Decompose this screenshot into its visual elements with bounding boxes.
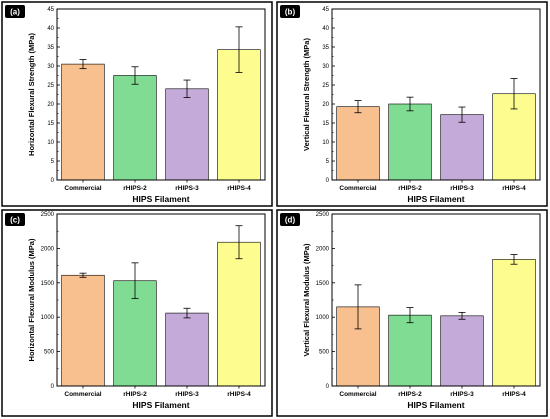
bar-c-2 (165, 312, 209, 387)
y-tick-label-a-3: 15 (47, 121, 54, 127)
y-tick-label-b-0: 0 (326, 178, 330, 184)
y-tick-label-d-0: 0 (326, 384, 330, 390)
bar-d-3 (492, 259, 536, 387)
x-axis-title-d: HIPS Filament (407, 400, 464, 410)
plot-area-c (56, 213, 266, 387)
x-tick-label-b-0: Commercial (339, 185, 376, 192)
plot-area-b (331, 8, 541, 181)
y-tick-label-c-3: 1500 (41, 281, 55, 287)
bar-c-3 (217, 241, 261, 387)
x-tick-label-d-1: rHIPS-2 (398, 391, 422, 398)
y-tick-label-b-4: 20 (322, 102, 329, 108)
y-tick-label-b-8: 40 (322, 26, 329, 32)
bar-c-0 (61, 274, 105, 387)
y-tick-label-d-1: 500 (319, 350, 330, 356)
y-tick-label-a-2: 10 (47, 140, 54, 146)
y-tick-label-c-5: 2500 (41, 212, 55, 218)
y-tick-label-c-4: 2000 (41, 246, 55, 252)
y-tick-label-a-7: 35 (47, 45, 54, 51)
y-tick-label-a-6: 30 (47, 64, 54, 70)
x-tick-label-a-2: rHIPS-3 (175, 185, 199, 192)
bar-b-1 (388, 103, 432, 181)
bar-b-2 (440, 114, 484, 181)
y-tick-label-d-3: 1500 (316, 281, 330, 287)
y-tick-label-a-5: 25 (47, 83, 54, 89)
y-tick-label-a-0: 0 (51, 178, 55, 184)
y-tick-label-b-6: 30 (322, 64, 329, 70)
x-tick-label-c-0: Commercial (64, 391, 101, 398)
x-tick-label-d-2: rHIPS-3 (450, 391, 474, 398)
y-tick-label-c-1: 500 (44, 350, 55, 356)
panel-a-tag: (a) (10, 8, 20, 17)
panel-d-tag-box (280, 213, 300, 226)
y-tick-label-a-8: 40 (47, 26, 54, 32)
x-axis-title-a: HIPS Filament (132, 194, 189, 204)
y-axis-title-b: Vertical Flexural Strength (MPa) (302, 38, 311, 151)
y-tick-label-d-4: 2000 (316, 246, 330, 252)
panel-b-tag-box (280, 5, 300, 18)
x-tick-label-c-3: rHIPS-4 (227, 391, 251, 398)
y-tick-label-a-1: 5 (51, 159, 55, 165)
y-tick-label-b-7: 35 (322, 45, 329, 51)
x-tick-label-a-0: Commercial (64, 185, 101, 192)
bar-a-2 (165, 88, 209, 181)
bar-b-0 (336, 106, 380, 181)
x-tick-label-a-1: rHIPS-2 (123, 185, 147, 192)
y-tick-label-a-9: 45 (47, 7, 54, 13)
x-tick-label-d-0: Commercial (339, 391, 376, 398)
bar-a-0 (61, 63, 105, 181)
y-tick-label-c-0: 0 (51, 384, 55, 390)
panel-c-tag: (c) (10, 216, 20, 225)
plot-area-d (331, 213, 541, 387)
y-tick-label-d-5: 2500 (316, 212, 330, 218)
x-tick-label-c-1: rHIPS-2 (123, 391, 147, 398)
y-axis-title-c: Horizontal Flexural Modulus (MPa) (27, 238, 36, 361)
bar-a-1 (113, 75, 157, 181)
y-axis-title-d: Vertical Flexural Modulus (MPa) (302, 243, 311, 356)
x-tick-label-a-3: rHIPS-4 (227, 185, 251, 192)
y-tick-label-b-1: 5 (326, 159, 330, 165)
bar-d-2 (440, 315, 484, 387)
y-tick-label-b-3: 15 (322, 121, 329, 127)
y-tick-label-c-2: 1000 (41, 315, 55, 321)
panel-c-tag-box (5, 213, 25, 226)
bar-d-1 (388, 314, 432, 387)
panel-a-tag-box (5, 5, 25, 18)
y-tick-label-b-9: 45 (322, 7, 329, 13)
plot-area-a (56, 8, 266, 181)
x-tick-label-b-3: rHIPS-4 (502, 185, 526, 192)
panel-b-tag: (b) (285, 8, 296, 17)
y-axis-title-a: Horizontal Flexural Strength (MPa) (27, 33, 36, 156)
x-tick-label-c-2: rHIPS-3 (175, 391, 199, 398)
panel-d-tag: (d) (285, 216, 296, 225)
x-tick-label-d-3: rHIPS-4 (502, 391, 526, 398)
x-tick-label-b-1: rHIPS-2 (398, 185, 422, 192)
y-tick-label-b-2: 10 (322, 140, 329, 146)
y-tick-label-a-4: 20 (47, 102, 54, 108)
x-tick-label-b-2: rHIPS-3 (450, 185, 474, 192)
x-axis-title-c: HIPS Filament (132, 400, 189, 410)
x-axis-title-b: HIPS Filament (407, 194, 464, 204)
y-tick-label-b-5: 25 (322, 83, 329, 89)
y-tick-label-d-2: 1000 (316, 315, 330, 321)
